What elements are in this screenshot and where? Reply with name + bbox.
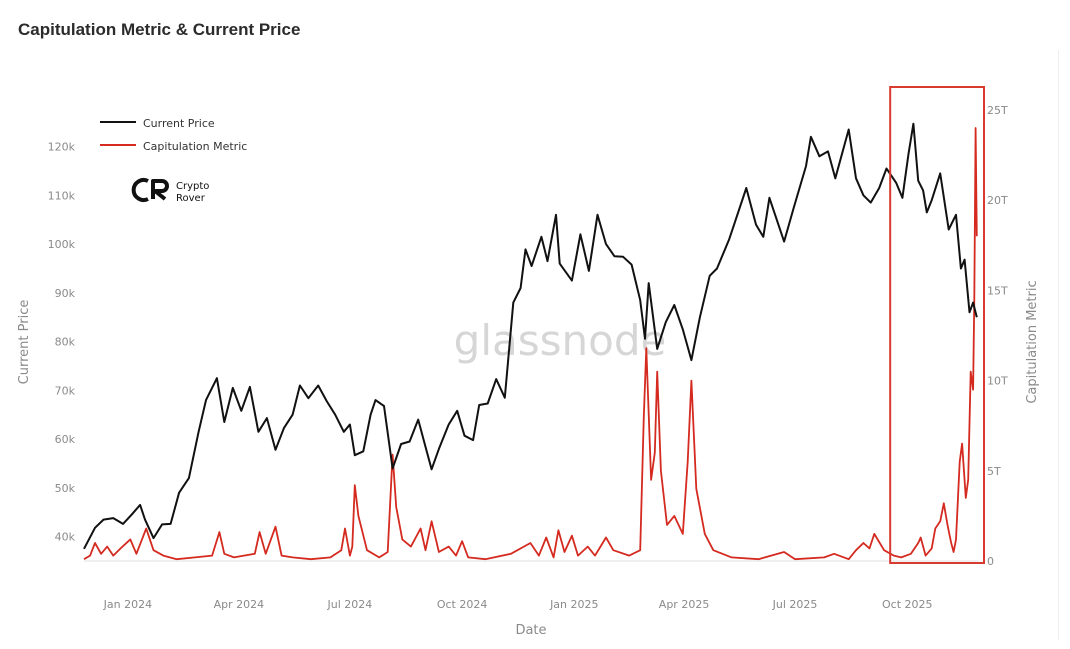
x-tick-label: Oct 2025 (882, 598, 933, 611)
y2-tick-label: 20T (987, 194, 1008, 207)
x-tick-label: Jul 2024 (326, 598, 372, 611)
x-tick-label: Jul 2025 (772, 598, 818, 611)
y2-tick-label: 15T (987, 284, 1008, 297)
capitulation-series-line (83, 127, 978, 561)
highlight-box (889, 86, 986, 564)
y2-axis-ticks: 0 5T 10T 15T 20T 25T (987, 104, 1008, 568)
legend: Current Price Capitulation Metric (100, 117, 247, 153)
legend-label-metric: Capitulation Metric (143, 140, 247, 153)
logo-text-line1: Crypto (176, 181, 209, 192)
chart-title: Capitulation Metric & Current Price (18, 20, 301, 39)
y-axis-title: Current Price (17, 300, 32, 385)
y2-tick-label: 5T (987, 465, 1001, 478)
y-tick-label: 120k (48, 141, 76, 154)
y-tick-label: 60k (55, 433, 76, 446)
price-series-line (83, 122, 978, 550)
chart-card (8, 50, 1059, 640)
x-tick-label: Jan 2024 (103, 598, 152, 611)
y2-tick-label: 0 (987, 555, 994, 568)
x-axis-ticks: Jan 2024 Apr 2024 Jul 2024 Oct 2024 Jan 2025… (103, 598, 933, 611)
y2-tick-label: 25T (987, 104, 1008, 117)
logo-text-line2: Rover (176, 193, 206, 204)
series-layer (83, 122, 978, 561)
y-tick-label: 80k (55, 336, 76, 349)
x-axis-title: Date (515, 623, 546, 638)
y-tick-label: 70k (55, 384, 76, 397)
y2-tick-label: 10T (987, 375, 1008, 388)
legend-label-price: Current Price (143, 117, 215, 130)
y-tick-label: 100k (48, 238, 76, 251)
y-tick-label: 40k (55, 531, 76, 544)
y2-axis-title: Capitulation Metric (1025, 280, 1040, 403)
y-axis-ticks: 40k 50k 60k 70k 80k 90k 100k 110k 120k (48, 141, 76, 544)
watermark: glassnode (454, 316, 667, 365)
y-tick-label: 50k (55, 482, 76, 495)
x-tick-label: Apr 2025 (659, 598, 710, 611)
crypto-rover-logo: Crypto Rover (131, 178, 209, 204)
cr-logo-icon (131, 178, 169, 202)
x-tick-label: Jan 2025 (549, 598, 598, 611)
x-tick-label: Apr 2024 (214, 598, 265, 611)
y-tick-label: 110k (48, 189, 76, 202)
y-tick-label: 90k (55, 287, 76, 300)
x-tick-label: Oct 2024 (437, 598, 488, 611)
